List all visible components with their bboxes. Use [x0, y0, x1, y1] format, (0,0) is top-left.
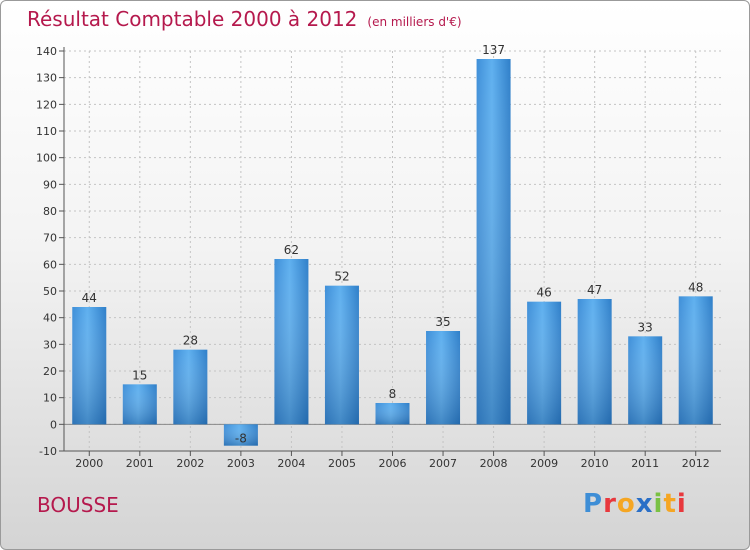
bar-shade: [678, 296, 713, 425]
data-label: 33: [638, 320, 653, 334]
chart-subtitle: (en milliers d'€): [367, 15, 462, 29]
bar-shade: [223, 424, 258, 446]
x-tick-label: 2001: [126, 457, 154, 470]
labels: -10 0 10 20 30 40 50 60 70 80 90 100 110 120 130 140 44 2…: [36, 43, 710, 470]
bar-shade: [274, 259, 309, 425]
data-label: 48: [688, 280, 703, 294]
x-tick-label: 2012: [682, 457, 710, 470]
data-label: 28: [183, 334, 198, 348]
bar-shade: [122, 384, 157, 425]
title-text: Résultat Comptable 2000 à 2012: [27, 7, 358, 31]
logo-letter: i: [653, 489, 664, 519]
x-tick-label: 2004: [277, 457, 305, 470]
data-label: 35: [435, 315, 450, 329]
x-tick-label: 2000: [75, 457, 103, 470]
data-label: 52: [334, 270, 349, 284]
x-tick-label: 2007: [429, 457, 457, 470]
y-tick-label: 10: [43, 392, 57, 405]
bar-shade: [426, 331, 461, 425]
data-label: 47: [587, 283, 602, 297]
chart-title: Résultat Comptable 2000 à 2012 (en millie…: [27, 7, 462, 31]
data-label: 44: [82, 291, 97, 305]
y-tick-label: 110: [36, 125, 57, 138]
y-tick-label: -10: [39, 445, 57, 458]
bar-shade: [375, 403, 410, 425]
y-tick-label: 120: [36, 98, 57, 111]
y-tick-label: 50: [43, 285, 57, 298]
bar-shade: [173, 349, 208, 425]
x-tick-label: 2008: [480, 457, 508, 470]
bar-shade: [476, 59, 511, 425]
y-tick-label: 90: [43, 178, 57, 191]
bar-shade: [324, 285, 359, 425]
x-tick-label: 2003: [227, 457, 255, 470]
x-tick-label: 2011: [631, 457, 659, 470]
x-tick-label: 2009: [530, 457, 558, 470]
data-label: 137: [482, 43, 505, 57]
x-tick-label: 2002: [176, 457, 204, 470]
data-label: 62: [284, 243, 299, 257]
proxiti-logo: Proxiti: [583, 489, 687, 519]
bar-shade: [577, 299, 612, 425]
y-tick-label: 20: [43, 365, 57, 378]
bar-shade: [527, 301, 562, 425]
y-tick-label: 40: [43, 312, 57, 325]
bars: [72, 59, 713, 446]
bar-shade: [72, 307, 107, 425]
y-tick-label: 130: [36, 72, 57, 85]
logo-letter: i: [676, 489, 687, 519]
y-tick-label: 80: [43, 205, 57, 218]
logo-letter: x: [635, 489, 654, 519]
x-tick-label: 2010: [581, 457, 609, 470]
logo-letter: t: [663, 489, 677, 519]
y-tick-label: 140: [36, 45, 57, 58]
axes: [59, 47, 721, 456]
y-tick-label: 70: [43, 232, 57, 245]
data-label: 46: [536, 286, 551, 300]
data-label: 8: [389, 387, 397, 401]
commune-name: BOUSSE: [37, 493, 119, 517]
y-tick-label: 0: [50, 418, 57, 431]
bar-shade: [628, 336, 663, 425]
y-tick-label: 60: [43, 258, 57, 271]
data-label: 15: [132, 368, 147, 382]
y-tick-label: 100: [36, 152, 57, 165]
x-tick-label: 2006: [379, 457, 407, 470]
x-tick-label: 2005: [328, 457, 356, 470]
y-tick-label: 30: [43, 338, 57, 351]
logo-letter: P: [583, 489, 604, 519]
logo-letter: r: [603, 489, 617, 519]
data-label: -8: [235, 432, 247, 446]
logo-letter: o: [616, 489, 636, 519]
